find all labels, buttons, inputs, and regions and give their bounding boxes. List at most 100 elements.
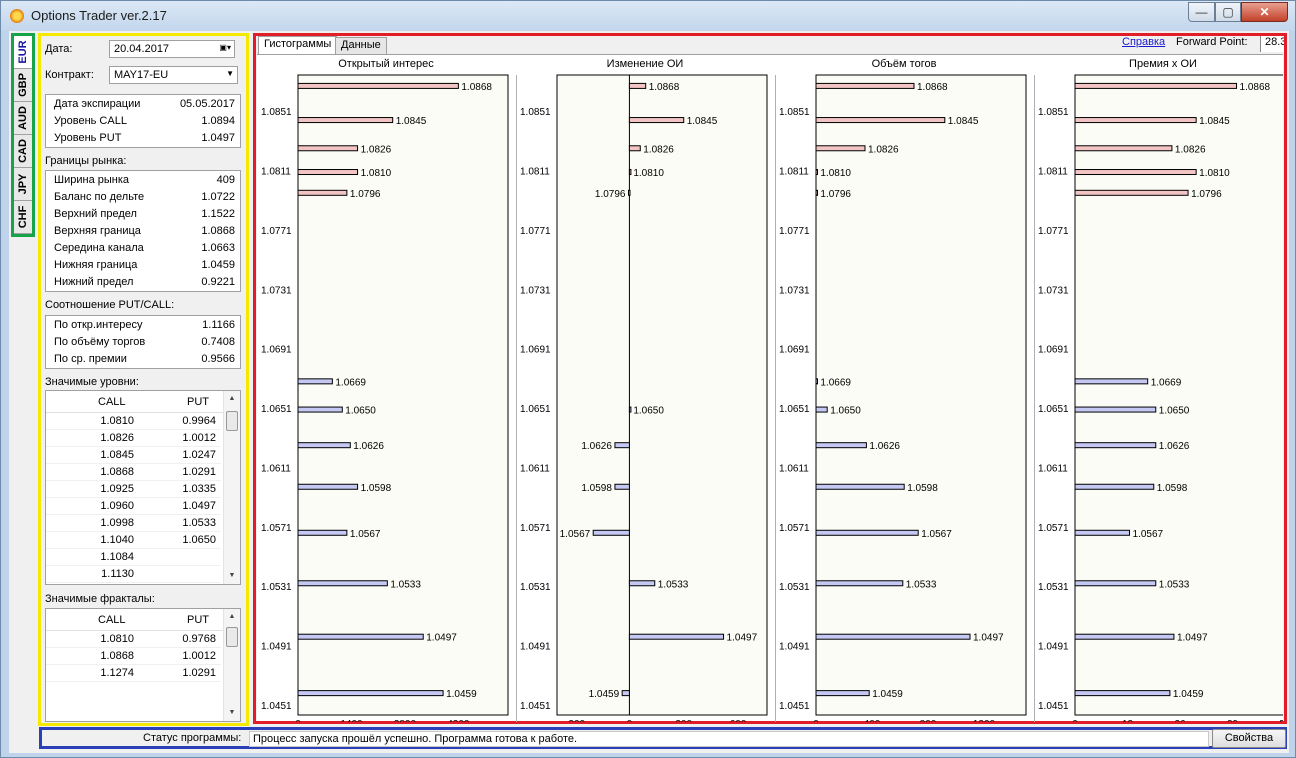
- bounds-row: Нижний предел 0.9221: [46, 274, 240, 291]
- bar-value-label: 1.0567: [921, 529, 952, 540]
- y-tick-label: 1.0731: [779, 285, 810, 296]
- ratio-row-key: По откр.интересу: [54, 319, 143, 331]
- bar-value-label: 1.0497: [973, 633, 1004, 644]
- bounds-row: Середина канала 1.0663: [46, 240, 240, 257]
- levels-row[interactable]: 1.1040 1.0650: [46, 532, 221, 549]
- y-tick-label: 1.0531: [779, 582, 810, 593]
- y-tick-label: 1.0691: [261, 345, 292, 356]
- y-tick-label: 1.0851: [779, 107, 810, 118]
- ratio-row: По объёму торгов 0.7408: [46, 334, 240, 351]
- ratio-row-key: По объёму торгов: [54, 336, 146, 348]
- chart-plot-area: [815, 74, 1027, 716]
- fractals-row[interactable]: 1.1274 1.0291: [46, 665, 221, 682]
- y-tick-label: 1.0811: [261, 167, 291, 178]
- bounds-row-value: 1.1522: [201, 208, 235, 220]
- fractals-row[interactable]: 1.0868 1.0012: [46, 648, 221, 665]
- significant-fractals-title: Значимые фракталы:: [45, 593, 155, 605]
- bar-value-label: 1.0459: [446, 689, 477, 700]
- levels-call-cell: 1.0960: [100, 500, 134, 512]
- fractals-scrollbar[interactable]: ▲ ▼: [223, 609, 240, 721]
- help-link[interactable]: Справка: [1122, 36, 1166, 48]
- x-tick-label: 400: [864, 719, 881, 722]
- put-bar: [1074, 483, 1155, 490]
- y-tick-label: 1.0451: [779, 701, 810, 712]
- tab-jpy[interactable]: JPY: [14, 168, 32, 201]
- tab-jpy-label: JPY: [17, 173, 29, 195]
- significant-fractals-grid[interactable]: CALL PUT 1.0810 0.9768 1.0868 1.0012 1.1274 1…: [45, 608, 241, 722]
- chart-title: Объём тогов: [872, 58, 937, 70]
- date-picker[interactable]: 20.04.2017 ▣▾: [109, 40, 235, 58]
- y-tick-label: 1.0771: [261, 226, 292, 237]
- bounds-row-key: Нижний предел: [54, 276, 134, 288]
- fractals-call-cell: 1.0810: [100, 633, 134, 645]
- maximize-button[interactable]: ▢: [1215, 2, 1241, 22]
- call-bar: [815, 145, 866, 152]
- call-bar: [297, 169, 359, 176]
- call-bar: [628, 189, 631, 196]
- call-bar: [628, 117, 685, 124]
- levels-row[interactable]: 1.0960 1.0497: [46, 498, 221, 515]
- scroll-down-icon[interactable]: ▼: [228, 709, 236, 716]
- levels-call-cell: 1.0868: [100, 466, 134, 478]
- tab-chf[interactable]: CHF: [14, 201, 32, 234]
- levels-row[interactable]: 1.0998 1.0533: [46, 515, 221, 532]
- x-tick-label: 26: [1174, 719, 1186, 722]
- title-bar[interactable]: Options Trader ver.2.17 — ▢ ✕: [1, 1, 1295, 31]
- properties-button[interactable]: Свойства: [1212, 729, 1286, 748]
- significant-levels-grid[interactable]: CALL PUT 1.0810 0.9964 1.0826 1.0012 1.0845 1…: [45, 390, 241, 585]
- x-tick-label: 4200: [447, 719, 470, 722]
- tab-data[interactable]: Данные: [335, 37, 387, 54]
- x-tick-label: 0: [813, 719, 819, 722]
- levels-row[interactable]: 1.0810 0.9964: [46, 413, 221, 430]
- x-tick-label: 1200: [973, 719, 996, 722]
- scroll-down-icon[interactable]: ▼: [228, 572, 236, 579]
- scroll-up-icon[interactable]: ▲: [228, 613, 236, 620]
- put-bar: [297, 690, 444, 697]
- scroll-thumb[interactable]: [226, 411, 238, 431]
- levels-put-cell: 0.9964: [182, 415, 216, 427]
- tab-histograms[interactable]: Гистограммы: [258, 36, 338, 55]
- calendar-dropdown-icon[interactable]: ▣▾: [219, 43, 231, 52]
- bar-value-label: 1.0626: [581, 441, 612, 452]
- y-tick-label: 1.0851: [1038, 107, 1069, 118]
- put-bar: [815, 690, 870, 697]
- scroll-up-icon[interactable]: ▲: [228, 395, 236, 402]
- levels-row[interactable]: 1.0925 1.0335: [46, 481, 221, 498]
- date-value: 20.04.2017: [114, 43, 170, 55]
- call-bar: [1074, 169, 1197, 176]
- levels-row[interactable]: 1.0845 1.0247: [46, 447, 221, 464]
- call-bar: [1074, 145, 1173, 152]
- bar-value-label: 1.0533: [1159, 579, 1190, 590]
- fractals-row[interactable]: 1.0810 0.9768: [46, 631, 221, 648]
- significant-levels-title: Значимые уровни:: [45, 376, 139, 388]
- levels-row[interactable]: 1.1130: [46, 566, 221, 583]
- y-tick-label: 1.0731: [1038, 285, 1069, 296]
- app-sun-icon: [10, 9, 24, 23]
- levels-row[interactable]: 1.0826 1.0012: [46, 430, 221, 447]
- minimize-button[interactable]: —: [1188, 2, 1215, 22]
- levels-row[interactable]: 1.1084: [46, 549, 221, 566]
- close-button[interactable]: ✕: [1241, 2, 1288, 22]
- tab-cad[interactable]: CAD: [14, 135, 32, 168]
- put-call-ratio-box: По откр.интересу 1.1166 По объёму торгов 0…: [45, 315, 241, 369]
- tab-eur[interactable]: EUR: [14, 36, 32, 69]
- forward-point-input[interactable]: 28.3: [1260, 36, 1284, 52]
- bar-value-label: 1.0868: [917, 82, 948, 93]
- put-bar: [614, 483, 630, 490]
- y-tick-label: 1.0811: [1038, 167, 1068, 178]
- chevron-down-icon[interactable]: ▼: [226, 69, 234, 78]
- levels-scrollbar[interactable]: ▲ ▼: [223, 391, 240, 584]
- tab-gbp[interactable]: GBP: [14, 69, 32, 102]
- expiry-row: Уровень PUT 1.0497: [46, 130, 240, 147]
- tab-aud[interactable]: AUD: [14, 102, 32, 135]
- levels-row[interactable]: 1.0868 1.0291: [46, 464, 221, 481]
- bounds-row-value: 1.0722: [201, 191, 235, 203]
- bar-value-label: 1.0796: [1191, 189, 1222, 200]
- contract-select[interactable]: MAY17-EU ▼: [109, 66, 238, 84]
- chart-plot-area: [1074, 74, 1286, 716]
- bar-value-label: 1.0810: [361, 168, 392, 179]
- x-tick-label: 1400: [340, 719, 363, 722]
- scroll-thumb[interactable]: [226, 627, 238, 647]
- levels-call-cell: 1.0826: [100, 432, 134, 444]
- y-tick-label: 1.0571: [1038, 523, 1069, 534]
